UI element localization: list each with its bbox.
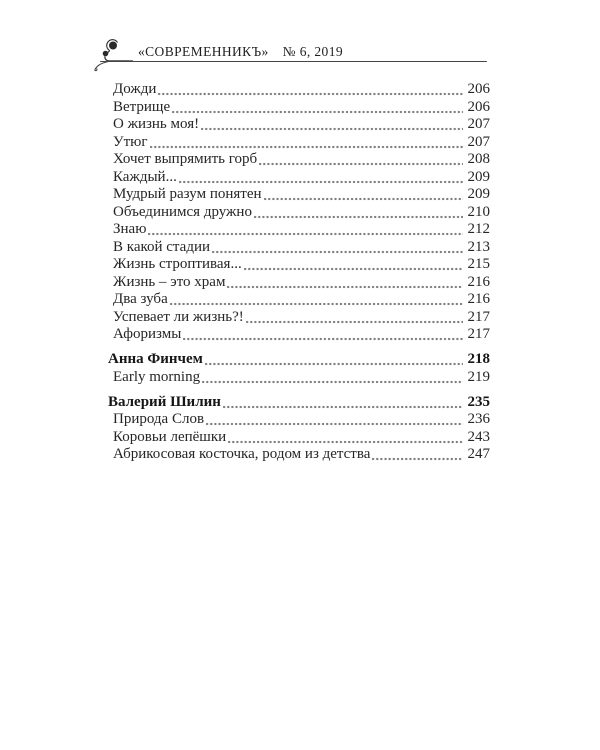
entry-page: 219: [467, 368, 491, 385]
dotted-leader: [183, 337, 463, 341]
entry-title: Жизнь – это храм: [113, 273, 226, 290]
entry-page: 217: [467, 326, 491, 342]
toc-row: Жизнь – это храм 216: [108, 274, 490, 292]
toc-row: Успевает ли жизнь?! 217: [108, 309, 490, 327]
entry-title: Анна Финчем: [108, 351, 203, 367]
dotted-leader: [259, 162, 463, 166]
entry-page: 215: [467, 256, 491, 272]
entry-title: Природа Слов: [113, 411, 205, 427]
entry-title: О жизнь моя!: [113, 116, 200, 132]
dotted-leader: [245, 319, 463, 324]
toc-row: Мудрый разум понятен 209: [108, 186, 490, 204]
entry-page: 208: [467, 151, 491, 167]
entry-page: 210: [467, 203, 491, 220]
entry-page: 207: [467, 116, 491, 132]
entry-title: Мудрый разум понятен: [113, 186, 262, 202]
dotted-leader: [202, 379, 463, 384]
toc-row: Хочет выпрямить горб 208: [108, 151, 490, 169]
toc-row: В какой стадии 213: [108, 239, 490, 257]
entry-title: Early morning: [113, 368, 201, 385]
dotted-leader: [212, 249, 463, 254]
entry-title: Афоризмы: [113, 326, 182, 342]
entry-page: 216: [467, 273, 491, 290]
dotted-leader: [263, 197, 463, 201]
toc-row: Жизнь строптивая... 215: [108, 256, 490, 274]
entry-page: 212: [467, 221, 491, 237]
entry-title: Ветрище: [113, 98, 171, 115]
entry-title: Жизнь строптивая...: [113, 256, 242, 272]
entry-title: Успевает ли жизнь?!: [113, 308, 244, 325]
entry-page: 207: [467, 133, 491, 150]
dotted-leader: [228, 439, 463, 444]
toc-row: Early morning 219: [108, 369, 490, 387]
entry-title: Дожди: [113, 81, 157, 97]
dotted-leader: [149, 144, 463, 149]
entry-page: 206: [467, 98, 491, 115]
entry-page: 217: [467, 308, 491, 325]
toc-row: Два зуба 216: [108, 291, 490, 309]
running-header: «СОВРЕМЕННИКЪ» № 6, 2019: [138, 44, 343, 59]
dotted-leader: [158, 92, 463, 96]
toc-row: О жизнь моя! 207: [108, 116, 490, 134]
entry-title: Абрикосовая косточка, родом из детства: [113, 446, 371, 462]
entry-title: Два зуба: [113, 291, 168, 307]
dotted-leader: [178, 179, 463, 184]
floral-flourish-icon: [94, 39, 133, 72]
entry-title: В какой стадии: [113, 238, 211, 255]
toc-row: Афоризмы 217: [108, 326, 490, 344]
magazine-title: «СОВРЕМЕННИКЪ»: [138, 44, 269, 59]
entry-page: 236: [467, 411, 491, 427]
entry-page: 209: [467, 168, 491, 185]
dotted-leader: [372, 457, 463, 461]
dotted-leader: [253, 214, 463, 219]
dotted-leader: [169, 302, 463, 306]
entry-page: 209: [467, 186, 491, 202]
toc-row: Абрикосовая косточка, родом из детства 2…: [108, 446, 490, 464]
entry-title: Хочет выпрямить горб: [113, 151, 258, 167]
entry-title: Каждый...: [113, 168, 177, 185]
entry-page: 247: [467, 446, 491, 462]
toc-row: Ветрище 206: [108, 99, 490, 117]
dotted-leader: [227, 284, 463, 289]
entry-page: 216: [467, 291, 491, 307]
issue-number: № 6, 2019: [282, 44, 344, 59]
toc-row: Объединимся дружно 210: [108, 204, 490, 222]
toc-row: Знаю 212: [108, 221, 490, 239]
entry-page: 243: [467, 428, 491, 445]
entry-title: Объединимся дружно: [113, 203, 252, 220]
dotted-leader: [204, 362, 463, 366]
toc-row: Дожди 206: [108, 81, 490, 99]
dotted-leader: [222, 404, 463, 409]
entry-page: 235: [467, 393, 491, 410]
toc-row: Природа Слов 236: [108, 411, 490, 429]
dotted-leader: [243, 267, 463, 271]
dotted-leader: [201, 127, 463, 131]
toc-row: Валерий Шилин 235: [108, 394, 490, 412]
toc-row: Коровьи лепёшки 243: [108, 429, 490, 447]
toc-row: Каждый... 209: [108, 169, 490, 187]
entry-page: 206: [467, 81, 491, 97]
header-rule: [100, 60, 487, 63]
toc-row: Анна Финчем 218: [108, 351, 490, 369]
entry-title: Валерий Шилин: [108, 393, 221, 410]
entry-page: 213: [467, 238, 491, 255]
entry-title: Утюг: [113, 133, 148, 150]
entry-title: Знаю: [113, 221, 147, 237]
dotted-leader: [206, 422, 463, 426]
dotted-leader: [172, 109, 463, 114]
toc-row: Утюг 207: [108, 134, 490, 152]
entry-page: 218: [467, 351, 491, 367]
entry-title: Коровьи лепёшки: [113, 428, 227, 445]
table-of-contents: Дожди 206 Ветрище 206 О жизнь моя! 207 У…: [108, 81, 490, 464]
dotted-leader: [148, 232, 463, 236]
